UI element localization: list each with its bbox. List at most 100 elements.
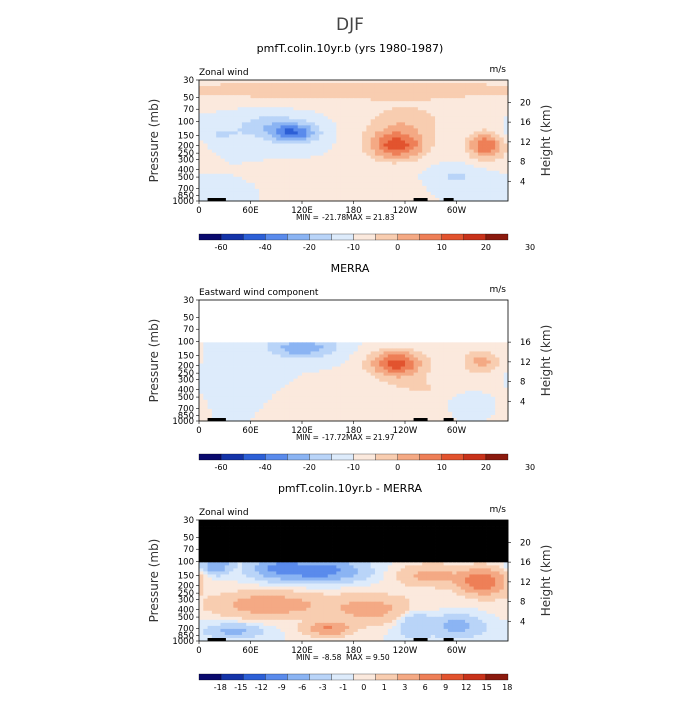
heatmap-cell xyxy=(345,342,350,345)
heatmap-cell xyxy=(298,83,303,86)
heatmap-cell xyxy=(431,336,436,339)
heatmap-cell xyxy=(409,189,414,192)
heatmap-cell xyxy=(379,315,384,318)
heatmap-cell xyxy=(358,312,363,315)
heatmap-cell xyxy=(371,315,376,318)
heatmap-cell xyxy=(289,189,294,192)
heatmap-cell xyxy=(396,122,401,125)
heatmap-cell xyxy=(216,300,221,303)
heatmap-cell xyxy=(203,336,208,339)
heatmap-cell xyxy=(298,327,303,330)
heatmap-cell xyxy=(366,321,371,324)
heatmap-cell xyxy=(225,330,230,333)
heatmap-cell xyxy=(418,134,423,137)
heatmap-cell xyxy=(375,321,380,324)
heatmap-cell xyxy=(311,348,316,351)
heatmap-cell xyxy=(409,351,414,354)
heatmap-cell xyxy=(242,189,247,192)
heatmap-cell xyxy=(405,80,410,83)
heatmap-cell xyxy=(208,107,213,110)
heatmap-cell xyxy=(255,122,260,125)
heatmap-cell xyxy=(435,101,440,104)
heatmap-cell xyxy=(431,153,436,156)
heatmap-cell xyxy=(418,122,423,125)
colorbar-swatch xyxy=(486,234,508,240)
heatmap-cell xyxy=(474,156,479,159)
heatmap-cell xyxy=(469,186,474,189)
heatmap-cell xyxy=(341,125,346,128)
heatmap-cell xyxy=(358,104,363,107)
heatmap-cell xyxy=(461,195,466,198)
heatmap-cell xyxy=(315,379,320,382)
heatmap-cell xyxy=(285,125,290,128)
heatmap-cell xyxy=(422,101,427,104)
heatmap-cell xyxy=(426,312,431,315)
heatmap-cell xyxy=(495,174,500,177)
heatmap-cell xyxy=(499,348,504,351)
heatmap-cell xyxy=(298,303,303,306)
heatmap-cell xyxy=(418,370,423,373)
y-tick-label: 70 xyxy=(183,105,194,115)
heatmap-cell xyxy=(293,119,298,122)
heatmap-cell xyxy=(444,312,449,315)
heatmap-cell xyxy=(233,144,238,147)
heatmap-cell xyxy=(444,370,449,373)
heatmap-cell xyxy=(495,131,500,134)
heatmap-cell xyxy=(499,131,504,134)
heatmap-cell xyxy=(358,195,363,198)
heatmap-cell xyxy=(298,300,303,303)
heatmap-cell xyxy=(444,113,449,116)
heatmap-cell xyxy=(358,300,363,303)
heatmap-cell xyxy=(448,348,453,351)
heatmap-cell xyxy=(311,156,316,159)
heatmap-cell xyxy=(328,351,333,354)
heatmap-cell xyxy=(259,367,264,370)
heatmap-cell xyxy=(285,345,290,348)
heatmap-cell xyxy=(482,333,487,336)
heatmap-cell xyxy=(255,147,260,150)
heatmap-cell xyxy=(409,321,414,324)
heatmap-cell xyxy=(409,95,414,98)
heatmap-cell xyxy=(289,116,294,119)
heatmap-cell xyxy=(435,345,440,348)
heatmap-cell xyxy=(371,125,376,128)
heatmap-cell xyxy=(220,330,225,333)
heatmap-cell xyxy=(306,300,311,303)
heatmap-cell xyxy=(444,364,449,367)
heatmap-cell xyxy=(444,159,449,162)
heatmap-cell xyxy=(388,156,393,159)
heatmap-cell xyxy=(345,177,350,180)
heatmap-cell xyxy=(491,113,496,116)
heatmap-cell xyxy=(452,153,457,156)
heatmap-cell xyxy=(306,165,311,168)
heatmap-cell xyxy=(469,101,474,104)
heatmap-cell xyxy=(208,339,213,342)
heatmap-cell xyxy=(220,309,225,312)
heatmap-cell xyxy=(366,159,371,162)
heatmap-cell xyxy=(251,364,256,367)
heatmap-cell xyxy=(457,174,462,177)
heatmap-cell xyxy=(199,137,204,140)
heatmap-cell xyxy=(315,324,320,327)
heatmap-cell xyxy=(345,134,350,137)
heatmap-cell xyxy=(276,370,281,373)
heatmap-cell xyxy=(495,367,500,370)
heatmap-cell xyxy=(469,345,474,348)
heatmap-cell xyxy=(276,153,281,156)
heatmap-cell xyxy=(366,379,371,382)
heatmap-cell xyxy=(414,348,419,351)
heatmap-cell xyxy=(405,116,410,119)
heatmap-cell xyxy=(422,186,427,189)
heatmap-cell xyxy=(281,110,286,113)
heatmap-cell xyxy=(293,183,298,186)
heatmap-cell xyxy=(289,162,294,165)
heatmap-cell xyxy=(379,354,384,357)
heatmap-cell xyxy=(349,315,354,318)
heatmap-cell xyxy=(259,339,264,342)
heatmap-cell xyxy=(396,351,401,354)
heatmap-cell xyxy=(225,357,230,360)
heatmap-cell xyxy=(289,150,294,153)
heatmap-cell xyxy=(259,345,264,348)
heatmap-cell xyxy=(422,189,427,192)
heatmap-cell xyxy=(482,165,487,168)
